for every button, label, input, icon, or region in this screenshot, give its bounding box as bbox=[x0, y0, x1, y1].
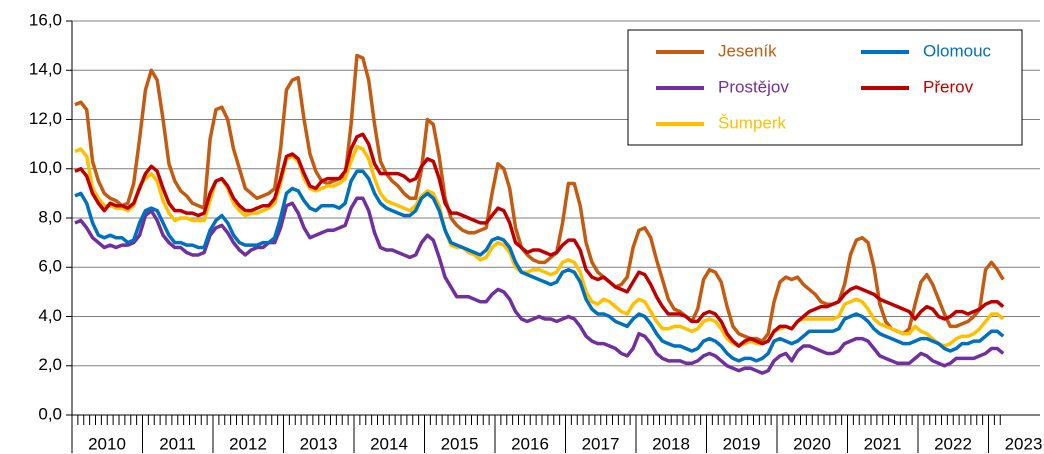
y-tick-label: 6,0 bbox=[38, 257, 62, 276]
series-line bbox=[74, 169, 1005, 363]
y-tick-label: 4,0 bbox=[38, 306, 62, 325]
x-tick-label: 2014 bbox=[370, 434, 408, 453]
x-tick-label: 2019 bbox=[723, 434, 761, 453]
legend-label: Šumperk bbox=[718, 113, 787, 132]
y-tick-label: 10,0 bbox=[29, 158, 62, 177]
x-tick-label: 2013 bbox=[300, 434, 338, 453]
x-tick-label: 2021 bbox=[864, 434, 902, 453]
x-tick-label: 2016 bbox=[511, 434, 549, 453]
y-tick-label: 14,0 bbox=[29, 60, 62, 79]
x-tick-label: 2017 bbox=[582, 434, 620, 453]
x-tick-label: 2012 bbox=[229, 434, 267, 453]
series-line bbox=[74, 53, 1005, 343]
legend-label: Prostějov bbox=[718, 77, 789, 96]
y-tick-label: 8,0 bbox=[38, 207, 62, 226]
legend-label: Přerov bbox=[923, 77, 974, 96]
x-tick-label: 2023 bbox=[1005, 434, 1043, 453]
y-tick-label: 2,0 bbox=[38, 355, 62, 374]
series-line bbox=[74, 196, 1005, 375]
x-tick-label: 2020 bbox=[793, 434, 831, 453]
legend-label: Olomouc bbox=[923, 41, 992, 60]
y-tick-label: 0,0 bbox=[38, 404, 62, 423]
y-tick-label: 16,0 bbox=[29, 10, 62, 29]
series-line bbox=[74, 132, 1005, 348]
x-tick-label: 2011 bbox=[159, 434, 196, 453]
legend-label: Jeseník bbox=[718, 41, 777, 60]
x-tick-label: 2015 bbox=[441, 434, 479, 453]
x-tick-label: 2018 bbox=[652, 434, 690, 453]
x-tick-label: 2010 bbox=[88, 434, 126, 453]
y-tick-label: 12,0 bbox=[29, 109, 62, 128]
x-tick-label: 2022 bbox=[934, 434, 972, 453]
